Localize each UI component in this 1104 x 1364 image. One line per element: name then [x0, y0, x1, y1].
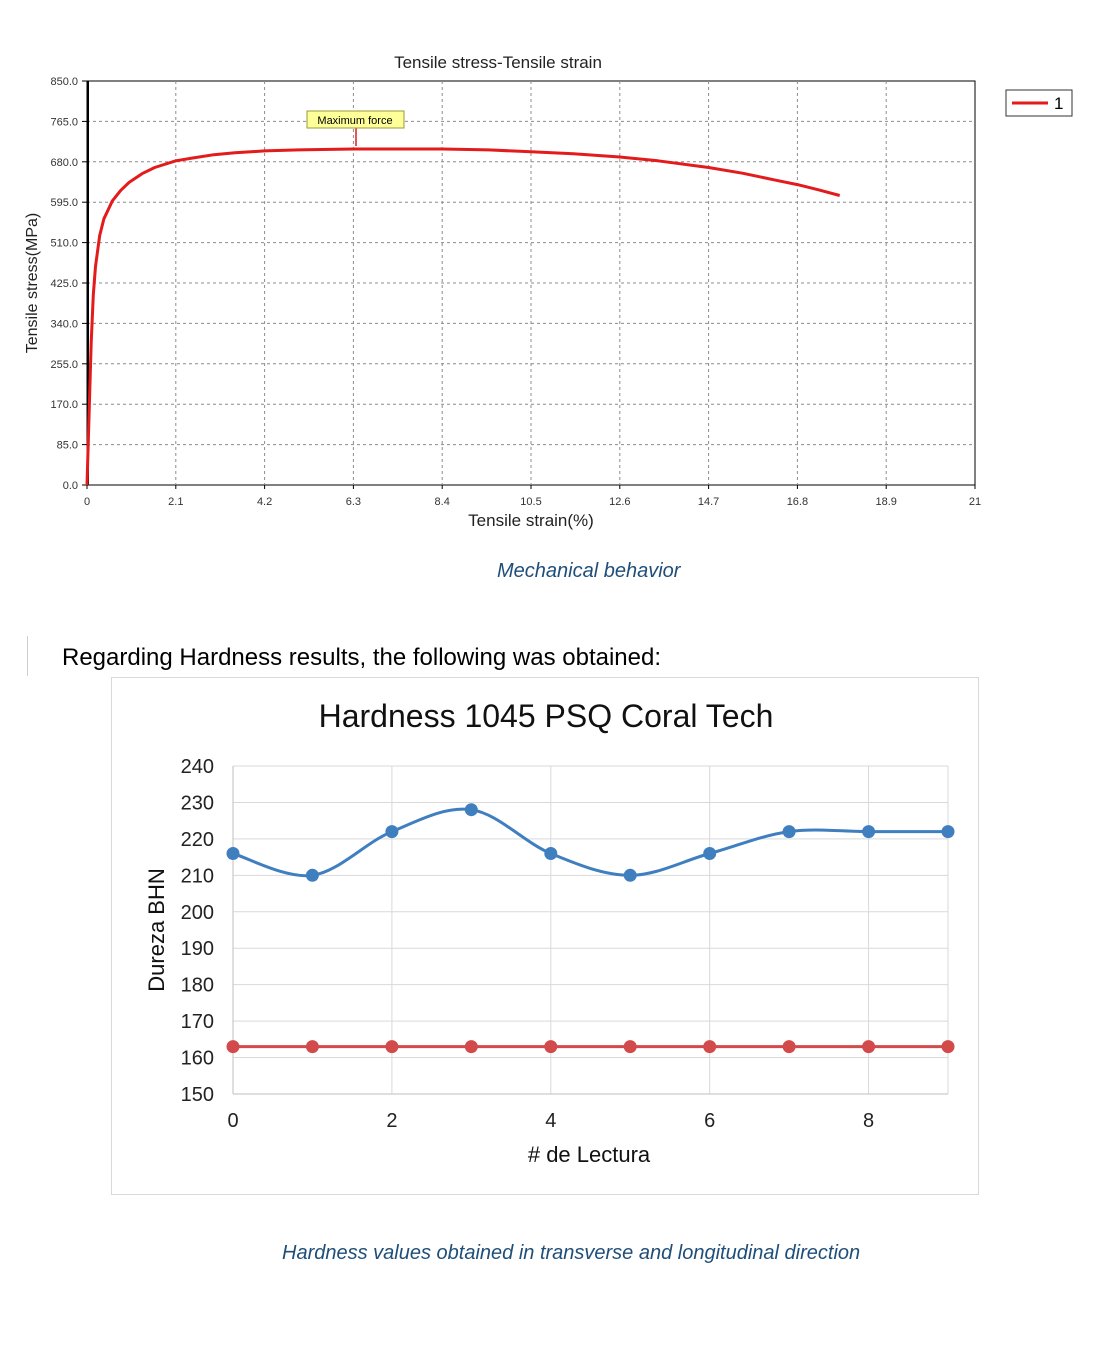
series-2-point — [862, 1040, 876, 1054]
legend-label: 1 — [1054, 94, 1063, 113]
y-tick-label: 170.0 — [50, 399, 78, 411]
y-tick-label: 180 — [181, 975, 214, 997]
y-tick-label: 510.0 — [50, 238, 78, 250]
tensile-chart-title: Tensile stress-Tensile strain — [394, 53, 602, 72]
tensile-series — [85, 147, 841, 486]
chart1-caption: Mechanical behavior — [497, 560, 681, 582]
x-tick-label: 16.8 — [787, 496, 808, 508]
series-2-point — [464, 1040, 478, 1054]
x-tick-label: 14.7 — [698, 496, 719, 508]
series-2-point — [703, 1040, 717, 1054]
tensile-legend: 1 — [1005, 89, 1073, 117]
hardness-tick-labels: 150 160 170 180 190 200 210 220 230 240 0 2 4 6 8 — [181, 756, 874, 1132]
hardness-x-axis-label: # de Lectura — [528, 1142, 651, 1167]
y-tick-label: 850.0 — [50, 76, 78, 88]
y-tick-label: 0.0 — [63, 480, 78, 492]
series-1-point — [862, 825, 876, 839]
series-1-point — [703, 847, 717, 860]
series-2-point — [941, 1040, 955, 1054]
y-tick-label: 150 — [181, 1084, 214, 1106]
series-1-point — [941, 825, 955, 839]
y-tick-label: 85.0 — [57, 440, 78, 452]
x-tick-label: 6 — [704, 1110, 715, 1132]
tensile-tick-labels: 0 2.1 4.2 6.3 8.4 10.5 12.6 14.7 16.8 18.9 21 0.0 85… — [50, 76, 981, 508]
y-tick-label: 255.0 — [50, 359, 78, 371]
series-1-point — [305, 868, 319, 882]
hardness-chart: Hardness 1045 PSQ Coral Tech 150 160 170 18… — [144, 698, 955, 1167]
y-tick-label: 160 — [181, 1048, 214, 1070]
tensile-x-axis-label: Tensile strain(%) — [468, 511, 594, 530]
tensile-chart: 0 2.1 4.2 6.3 8.4 10.5 12.6 14.7 16.8 18.9 21 0.0 85… — [24, 53, 1073, 530]
series-1-line — [232, 807, 948, 878]
series-1-point — [623, 868, 637, 882]
series-1-point — [464, 803, 478, 817]
x-tick-label: 4 — [545, 1110, 556, 1132]
x-tick-label: 0 — [84, 496, 90, 508]
y-tick-label: 340.0 — [50, 318, 78, 330]
hardness-chart-frame: Hardness 1045 PSQ Coral Tech 150 160 170 18… — [111, 677, 979, 1195]
y-tick-label: 190 — [181, 938, 214, 960]
tensile-grid — [82, 80, 976, 489]
x-tick-label: 18.9 — [875, 496, 896, 508]
chart2-caption: Hardness values obtained in transverse a… — [282, 1242, 861, 1264]
annotation-box — [306, 110, 405, 129]
series-1-line — [85, 147, 841, 486]
series-2-point — [623, 1040, 637, 1054]
y-tick-label: 595.0 — [50, 197, 78, 209]
y-tick-label: 240 — [181, 756, 214, 778]
hardness-grid — [232, 765, 949, 1095]
hardness-y-axis-label: Dureza BHN — [144, 868, 169, 991]
annotation-label: Maximum force — [317, 115, 392, 127]
series-1-point — [385, 825, 399, 839]
y-tick-label: 220 — [181, 829, 214, 851]
series-1-point — [544, 847, 558, 860]
x-tick-label: 10.5 — [520, 496, 541, 508]
x-tick-label: 8.4 — [435, 496, 450, 508]
y-tick-label: 200 — [181, 902, 214, 924]
x-tick-label: 21 — [969, 496, 981, 508]
series-2-point — [782, 1040, 796, 1054]
series-2-point — [305, 1040, 319, 1054]
series-1-point — [226, 847, 240, 860]
hardness-chart-title: Hardness 1045 PSQ Coral Tech — [319, 698, 774, 734]
paragraph-margin-line — [27, 636, 28, 676]
maximum-force-annotation: Maximum force — [306, 110, 405, 146]
y-tick-label: 230 — [181, 792, 214, 814]
x-tick-label: 2.1 — [168, 496, 183, 508]
y-tick-label: 170 — [181, 1011, 214, 1033]
x-tick-label: 8 — [863, 1110, 874, 1132]
x-tick-label: 6.3 — [346, 496, 361, 508]
y-tick-label: 680.0 — [50, 157, 78, 169]
tensile-y-axis-label: Tensile stress(MPa) — [24, 213, 41, 353]
series-2-point — [385, 1040, 399, 1054]
hardness-intro-text: Regarding Hardness results, the followin… — [62, 644, 662, 671]
series-1-point — [782, 825, 796, 839]
x-tick-label: 2 — [386, 1110, 397, 1132]
hardness-series — [226, 803, 955, 1054]
y-tick-label: 425.0 — [50, 278, 78, 290]
series-2-point — [544, 1040, 558, 1054]
series-2-point — [226, 1040, 240, 1054]
x-tick-label: 0 — [227, 1110, 238, 1132]
x-tick-label: 12.6 — [609, 496, 630, 508]
x-tick-label: 4.2 — [257, 496, 272, 508]
y-tick-label: 210 — [181, 865, 214, 887]
y-tick-label: 765.0 — [50, 116, 78, 128]
